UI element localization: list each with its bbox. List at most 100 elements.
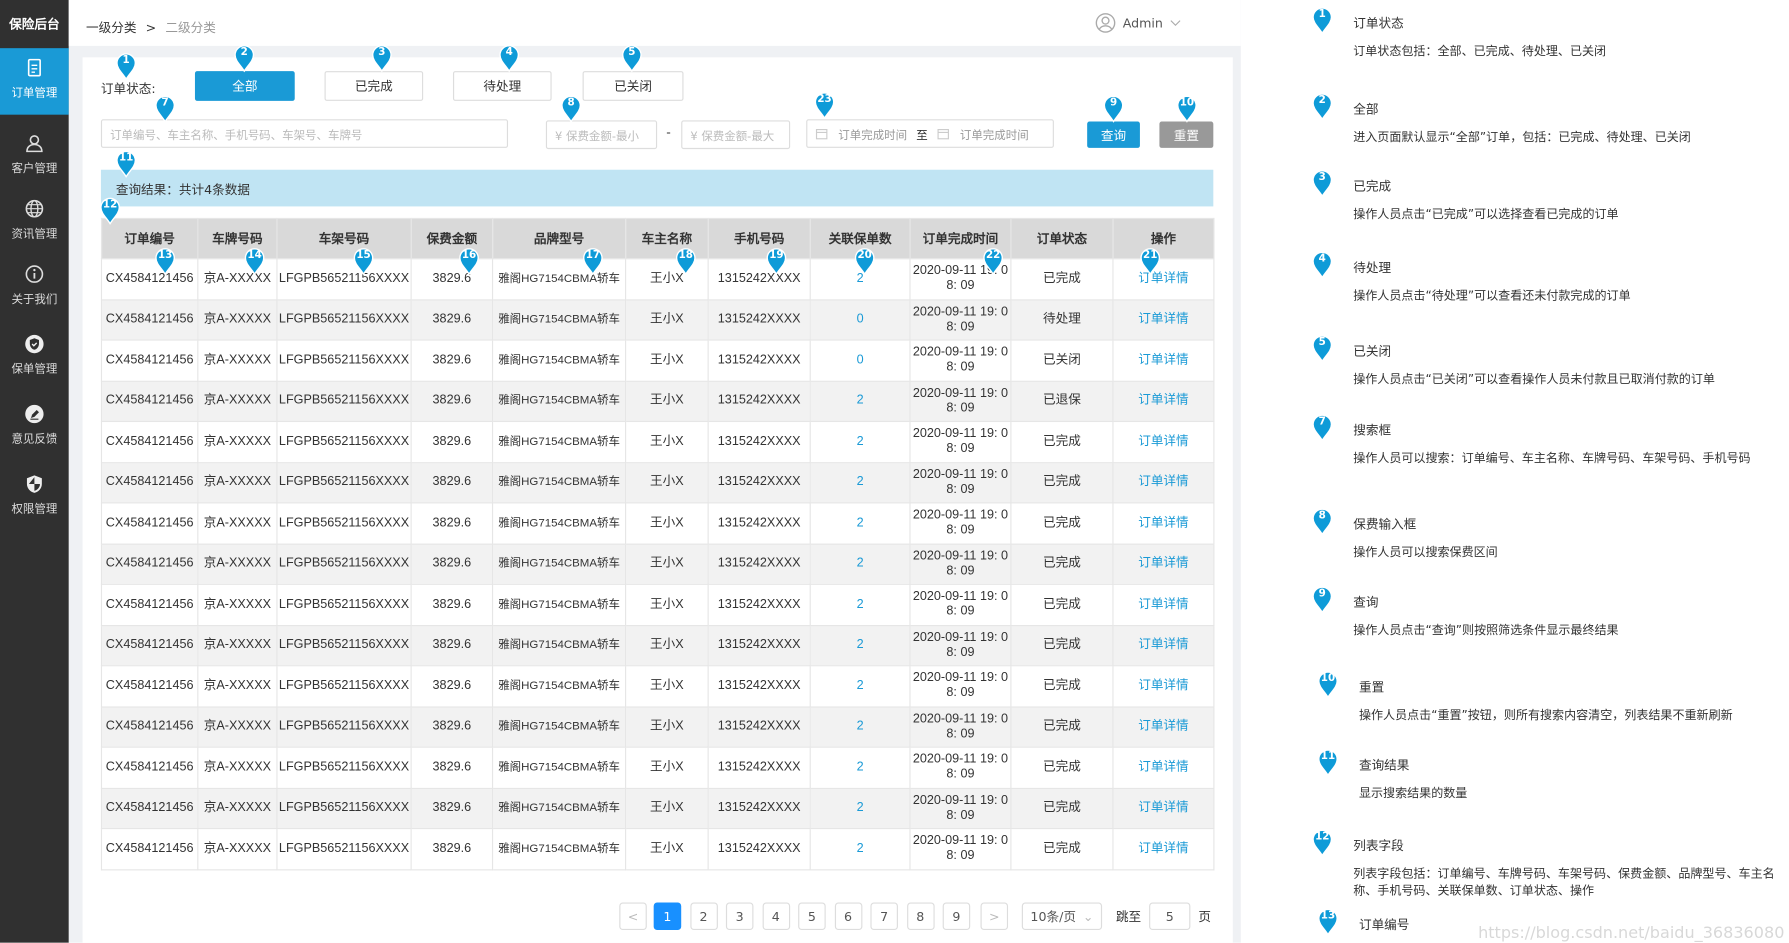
policy-count-cell[interactable]: 2 [809,827,911,870]
pin-marker-icon [100,197,120,225]
plate-number-cell: 京A-XXXXX [197,543,278,585]
page-3-button[interactable]: 3 [725,902,754,931]
policy-count-cell[interactable]: 2 [809,583,911,626]
vin-cell: LFGPB56521156XXXX [276,583,412,626]
policy-count-cell[interactable]: 2 [809,380,911,423]
vin-cell: LFGPB56521156XXXX [276,543,412,585]
page-7-button[interactable]: 7 [870,902,898,931]
user-menu[interactable]: Admin [1095,13,1181,34]
detail-link-cell[interactable]: 订单详情 [1112,502,1215,545]
sidebar: 保险后台 订单管理 客户管理 资讯管理 关于我们 保单管理 意见反馈 权限管理 [0,0,69,943]
detail-link-cell[interactable]: 订单详情 [1112,461,1215,504]
policy-count-cell[interactable]: 2 [809,420,911,463]
policy-count-cell[interactable]: 2 [809,502,911,545]
premium-max-input[interactable]: ¥ 保费金额-最大 [681,120,791,150]
breadcrumb-level-1[interactable]: 一级分类 [86,20,137,36]
result-summary: 查询结果：共计4条数据 [100,169,1214,207]
pin-number: 11 [1320,751,1336,763]
detail-link-cell[interactable]: 订单详情 [1112,380,1215,423]
vin-cell: LFGPB56521156XXXX [276,787,412,830]
pin-marker-icon [1312,586,1333,614]
premium-min-input[interactable]: ¥ 保费金额-最小 [545,120,658,150]
status-label: 订单状态: [100,81,156,97]
page-5-button[interactable]: 5 [798,902,826,931]
detail-link-cell[interactable]: 订单详情 [1112,543,1215,585]
detail-link-cell[interactable]: 订单详情 [1112,665,1215,707]
sidebar-item-customers[interactable]: 客户管理 [0,124,69,191]
premium-cell: 3829.6 [410,461,494,504]
sidebar-item-orders[interactable]: 订单管理 [0,48,69,115]
tab-completed[interactable]: 已完成 [324,71,424,101]
chevron-left-icon: < [627,908,639,924]
table-row: CX4584121456 京A-XXXXX LFGPB56521156XXXX 382… [100,258,1215,300]
pin-marker-icon [1140,248,1161,276]
page-1-button[interactable]: 1 [653,902,682,931]
tab-closed[interactable]: 已关闭 [582,71,684,101]
tab-all[interactable]: 全部 [194,71,295,101]
search-input[interactable]: 订单编号、车主名称、手机号码、车架号、车牌号 [100,119,509,148]
policy-count-cell[interactable]: 2 [809,665,911,707]
page-2-button[interactable]: 2 [689,902,718,931]
sidebar-item-permissions[interactable]: 权限管理 [0,464,69,531]
prev-page-button[interactable]: < [619,902,647,931]
next-page-button[interactable]: > [980,902,1009,931]
pin-marker-icon [1312,335,1333,363]
phone-cell: 1315242XXXX [707,583,811,626]
vin-cell: LFGPB56521156XXXX [276,502,412,545]
reset-button[interactable]: 重置 [1159,121,1214,148]
detail-link-cell[interactable]: 订单详情 [1112,298,1215,341]
brand-model-cell: 雅阁HG7154CBMA轿车 [491,461,627,504]
date-range-picker[interactable]: 订单完成时间 至 订单完成时间 [806,119,1054,148]
page-size-select[interactable]: 10条/页 ⌄ [1021,902,1103,931]
detail-link-cell[interactable]: 订单详情 [1112,746,1215,789]
sidebar-item-about[interactable]: 关于我们 [0,255,69,322]
annotation-title: 订单编号 [1358,917,1410,933]
date-end-input[interactable]: 订单完成时间 [959,129,1029,143]
table-row: CX4584121456 京A-XXXXX LFGPB56521156XXXX 382… [100,583,1215,626]
detail-link-cell[interactable]: 订单详情 [1112,583,1215,626]
breadcrumb: 一级分类 > 二级分类 [86,18,216,36]
jump-page-input[interactable]: 5 [1149,902,1191,931]
policy-count-cell[interactable]: 2 [809,746,911,789]
pin-marker-icon [353,248,374,276]
completion-time-cell: 2020-09-11 19: 08: 09 [909,624,1012,667]
page-8-button[interactable]: 8 [906,902,935,931]
detail-link-cell[interactable]: 订单详情 [1112,705,1215,748]
brand-model-cell: 雅阁HG7154CBMA轿车 [491,543,627,585]
owner-name-cell: 王小X [625,461,709,504]
detail-link-cell[interactable]: 订单详情 [1112,420,1215,463]
document-icon [27,58,41,77]
annotation-pin: 20 [854,248,875,276]
pin-marker-icon [1103,95,1124,123]
vin-cell: LFGPB56521156XXXX [276,380,412,423]
tab-pending[interactable]: 待处理 [452,71,552,101]
date-start-input[interactable]: 订单完成时间 [838,129,908,143]
order-number-cell: CX4584121456 [100,746,199,789]
policy-count-cell[interactable]: 0 [809,298,911,341]
sidebar-item-feedback[interactable]: 意见反馈 [0,394,69,461]
sidebar-item-news[interactable]: 资讯管理 [0,189,69,256]
page-4-button[interactable]: 4 [762,902,790,931]
order-number-cell: CX4584121456 [100,461,199,504]
sidebar-item-policies[interactable]: 保单管理 [0,325,69,392]
policy-count-cell[interactable]: 0 [809,339,911,382]
premium-cell: 3829.6 [410,746,494,789]
page-6-button[interactable]: 6 [834,902,862,931]
policy-count-cell[interactable]: 2 [809,624,911,667]
vin-cell: LFGPB56521156XXXX [276,298,412,341]
policy-count-cell[interactable]: 2 [809,705,911,748]
detail-link-cell[interactable]: 订单详情 [1112,339,1215,382]
detail-link-cell[interactable]: 订单详情 [1112,787,1215,830]
policy-count-cell[interactable]: 2 [809,787,911,830]
detail-link-cell[interactable]: 订单详情 [1112,827,1215,870]
shield-check-icon [25,334,44,354]
phone-cell: 1315242XXXX [707,665,811,707]
query-button[interactable]: 查询 [1087,121,1140,148]
pin-marker-icon [234,45,255,73]
detail-link-cell[interactable]: 订单详情 [1112,624,1215,667]
pin-number: 12 [102,199,118,212]
page-9-button[interactable]: 9 [942,902,971,931]
policy-count-cell[interactable]: 2 [809,461,911,504]
detail-link-cell[interactable]: 订单详情 [1112,258,1215,300]
policy-count-cell[interactable]: 2 [809,543,911,585]
